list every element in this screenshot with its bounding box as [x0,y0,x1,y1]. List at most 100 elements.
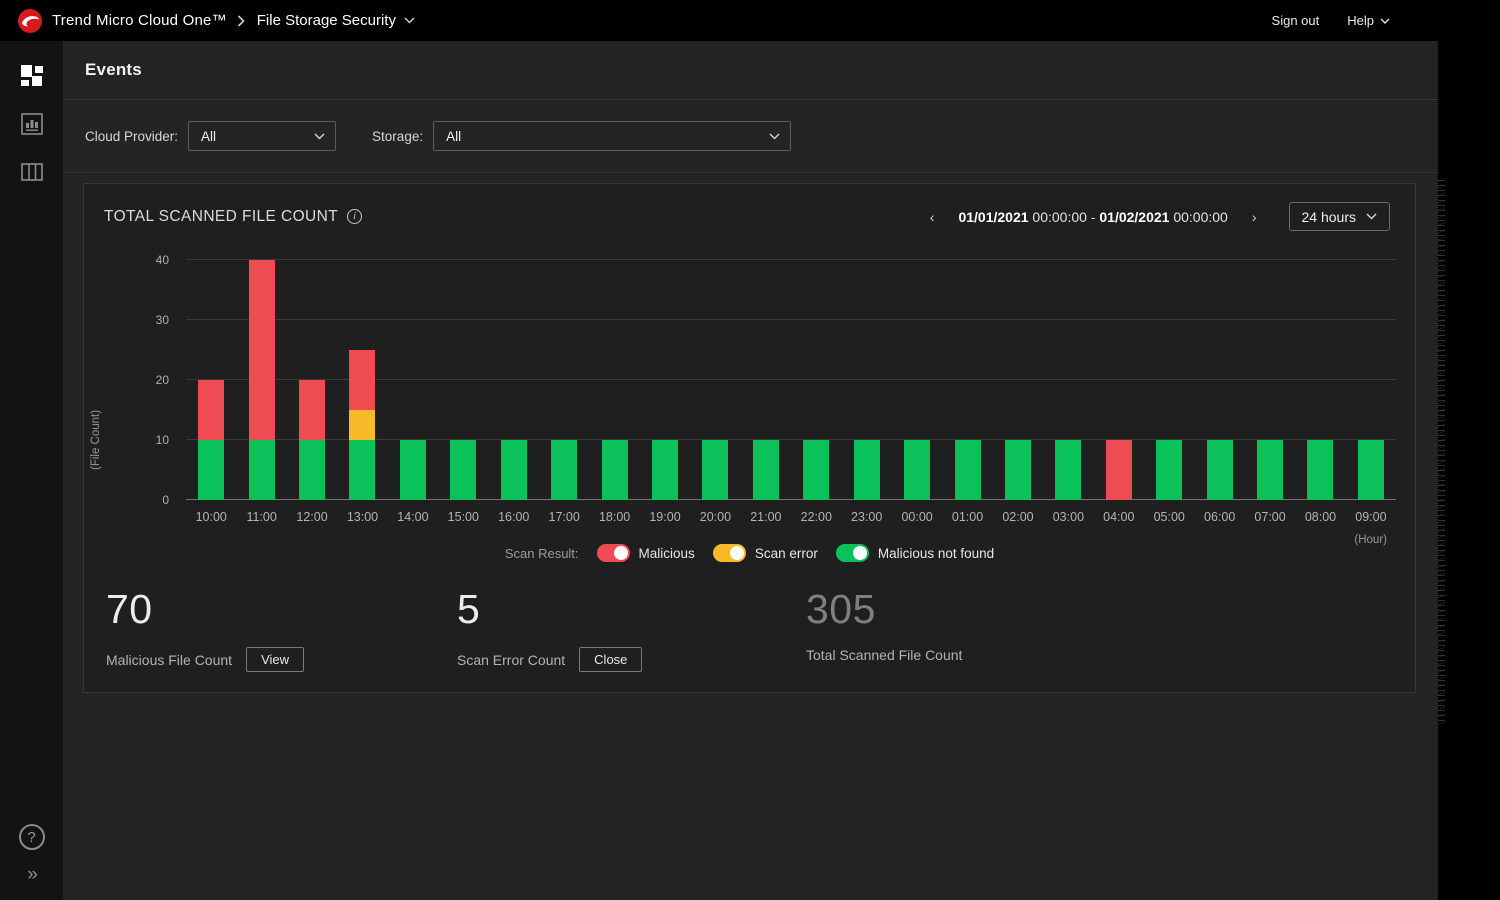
stacked-bar [602,440,628,500]
cloud-provider-select[interactable]: All [188,121,336,151]
stat-label: Malicious File Count [106,652,232,668]
page-title: Events [85,60,142,80]
stacked-bar [1005,440,1031,500]
bar-slot: 09:00 [1346,260,1396,500]
stat-value: 70 [106,586,304,633]
stacked-bar [1055,440,1081,500]
x-tick-label: 00:00 [892,510,942,524]
bar-slot: 10:00 [186,260,236,500]
bar-segment-malicious-not-found [450,440,476,500]
legend-label: Scan Result: [505,546,579,561]
range-dash: - [1091,209,1096,225]
next-range-button[interactable]: › [1246,207,1263,227]
bar-slot: 11:00 [236,260,286,500]
bar-segment-malicious-not-found [1055,440,1081,500]
bar-segment-malicious-not-found [400,440,426,500]
stacked-bar [249,260,275,500]
toggle-switch-icon [836,544,869,562]
info-icon[interactable]: i [347,209,362,224]
x-tick-label: 11:00 [236,510,286,524]
sidebar-item-reports[interactable] [19,111,45,137]
y-tick-label: 10 [156,433,169,447]
legend-toggle-malicious-not-found[interactable]: Malicious not found [836,544,994,562]
bar-segment-malicious-not-found [551,440,577,500]
bar-slot: 23:00 [841,260,891,500]
bar-slot: 07:00 [1245,260,1295,500]
x-tick-label: 17:00 [539,510,589,524]
x-tick-label: 18:00 [589,510,639,524]
stacked-bar [400,440,426,500]
bar-segment-malicious [198,380,224,440]
plot-area: 10:0011:0012:0013:0014:0015:0016:0017:00… [186,260,1396,500]
bar-segment-malicious [349,350,375,410]
bar-segment-malicious-not-found [1156,440,1182,500]
breadcrumb-chevron-icon [237,15,245,27]
stacked-bar [652,440,678,500]
stacked-bar [450,440,476,500]
bar-segment-malicious-not-found [702,440,728,500]
chart-legend: Scan Result: Malicious Scan error Maliciou… [84,544,1415,562]
help-menu[interactable]: Help [1347,13,1390,28]
x-tick-label: 13:00 [337,510,387,524]
storage-select[interactable]: All [433,121,791,151]
stacked-bar [753,440,779,500]
stat-value: 305 [806,586,962,633]
sidebar: ? » [0,41,63,900]
stat-footer: Malicious File Count View [106,647,304,672]
stat-value: 5 [457,586,642,633]
bar-slot: 12:00 [287,260,337,500]
y-axis-title: (File Count) [90,370,116,510]
view-button[interactable]: View [246,647,304,672]
close-button[interactable]: Close [579,647,642,672]
bar-slot: 01:00 [942,260,992,500]
stacked-bar [1156,440,1182,500]
expand-chevrons-icon[interactable]: » [27,864,36,886]
prev-range-button[interactable]: ‹ [924,207,941,227]
sign-out-link[interactable]: Sign out [1272,13,1320,28]
interval-value: 24 hours [1302,209,1356,225]
bar-segment-malicious-not-found [1257,440,1283,500]
main-content: Events Cloud Provider: All Storage: All … [63,41,1437,900]
bar-slot: 16:00 [489,260,539,500]
interval-dropdown[interactable]: 24 hours [1289,202,1390,231]
stat-label: Scan Error Count [457,652,565,668]
stacked-bar [803,440,829,500]
y-tick-label: 0 [162,493,169,507]
sidebar-bottom: ? » [19,824,45,886]
help-label: Help [1347,13,1374,28]
bar-segment-malicious-not-found [501,440,527,500]
y-tick-label: 40 [156,253,169,267]
legend-item-label: Malicious not found [878,546,994,561]
bar-segment-malicious-not-found [198,440,224,500]
dashboard-tiles-icon [20,64,44,88]
bar-slot: 15:00 [438,260,488,500]
bar-segment-malicious-not-found [1358,440,1384,500]
bar-segment-malicious-not-found [803,440,829,500]
x-tick-label: 12:00 [287,510,337,524]
product-selector[interactable]: File Storage Security [257,12,415,29]
x-tick-label: 08:00 [1295,510,1345,524]
bar-slot: 18:00 [589,260,639,500]
stacked-bar [299,380,325,500]
trend-micro-logo-icon [18,9,42,33]
y-axis-ticks: 010203040 [124,260,179,500]
stacked-bar [198,380,224,500]
stacked-bar [1207,440,1233,500]
bar-slot: 13:00 [337,260,387,500]
chevron-down-icon [769,133,780,140]
sidebar-item-dashboard[interactable] [19,63,45,89]
bar-slot: 22:00 [791,260,841,500]
chevron-down-icon [314,133,325,140]
stacked-bar [501,440,527,500]
help-circle-icon[interactable]: ? [19,824,45,850]
stat-block-malicious-file-count: 70 Malicious File Count View [106,586,304,672]
stacked-bar [1257,440,1283,500]
sidebar-item-stacks[interactable] [19,159,45,185]
scrollbar-artifact [1438,180,1445,725]
legend-toggle-malicious[interactable]: Malicious [597,544,695,562]
chevron-down-icon [404,17,415,24]
stats-row: 70 Malicious File Count View 5 Scan Error Co… [84,586,1415,686]
legend-toggle-scan-error[interactable]: Scan error [713,544,818,562]
card-header: TOTAL SCANNED FILE COUNT i ‹ 01/01/2021 … [84,184,1415,231]
bar-segment-malicious-not-found [955,440,981,500]
